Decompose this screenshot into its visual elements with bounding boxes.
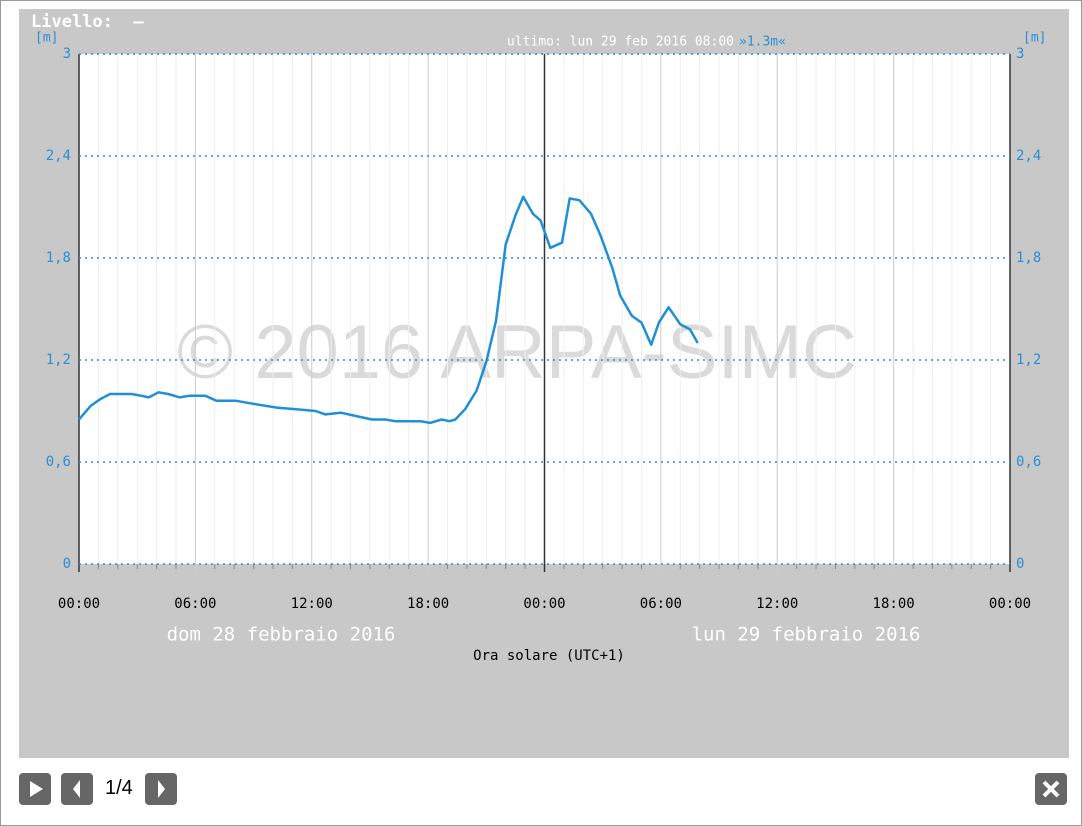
chart: Livello: – [m] [m] ultimo: lun 29 feb 20… bbox=[19, 9, 1069, 758]
next-button[interactable] bbox=[145, 773, 177, 805]
y2-tick-label: 1,2 bbox=[1016, 352, 1041, 368]
y2-tick-label: 1,8 bbox=[1016, 250, 1041, 266]
y2-tick-label: 0 bbox=[1016, 556, 1024, 572]
prev-button[interactable] bbox=[61, 773, 93, 805]
data-line bbox=[78, 195, 699, 425]
x-tick-label: 12:00 bbox=[291, 596, 333, 612]
day-label: dom 28 febbraio 2016 bbox=[167, 624, 396, 646]
y2-tick-label: 2,4 bbox=[1016, 148, 1041, 164]
page-counter: 1/4 bbox=[105, 777, 133, 799]
y2-tick-label: 0,6 bbox=[1016, 454, 1041, 470]
y2-unit: [m] bbox=[1023, 31, 1046, 46]
y-tick-label: 0 bbox=[63, 556, 71, 572]
day-label: lun 29 febbraio 2016 bbox=[692, 624, 921, 646]
y-tick-label: 1,8 bbox=[46, 250, 71, 266]
footer: 1/4 bbox=[19, 773, 1069, 807]
x-axis-label: Ora solare (UTC+1) bbox=[473, 648, 625, 664]
x-tick-label: 00:00 bbox=[523, 596, 565, 612]
close-button[interactable] bbox=[1035, 773, 1067, 805]
x-tick-label: 00:00 bbox=[58, 596, 100, 612]
y-unit: [m] bbox=[35, 31, 58, 46]
x-tick-label: 12:00 bbox=[756, 596, 798, 612]
watermark: © 2016 ARPA-SIMC bbox=[177, 310, 857, 395]
x-tick-label: 06:00 bbox=[640, 596, 682, 612]
last-reading: ultimo: lun 29 feb 2016 08:00 bbox=[507, 35, 734, 50]
y-tick-label: 1,2 bbox=[46, 352, 71, 368]
y-tick-label: 3 bbox=[63, 46, 71, 62]
x-tick-label: 06:00 bbox=[174, 596, 216, 612]
chart-title: Livello: – bbox=[31, 12, 144, 32]
x-tick-label: 00:00 bbox=[989, 596, 1031, 612]
last-value: »1.3m« bbox=[739, 35, 786, 50]
y-tick-label: 0,6 bbox=[46, 454, 71, 470]
x-tick-label: 18:00 bbox=[873, 596, 915, 612]
play-button[interactable] bbox=[19, 773, 51, 805]
x-tick-label: 18:00 bbox=[407, 596, 449, 612]
y2-tick-label: 3 bbox=[1016, 46, 1024, 62]
y-tick-label: 2,4 bbox=[46, 148, 71, 164]
